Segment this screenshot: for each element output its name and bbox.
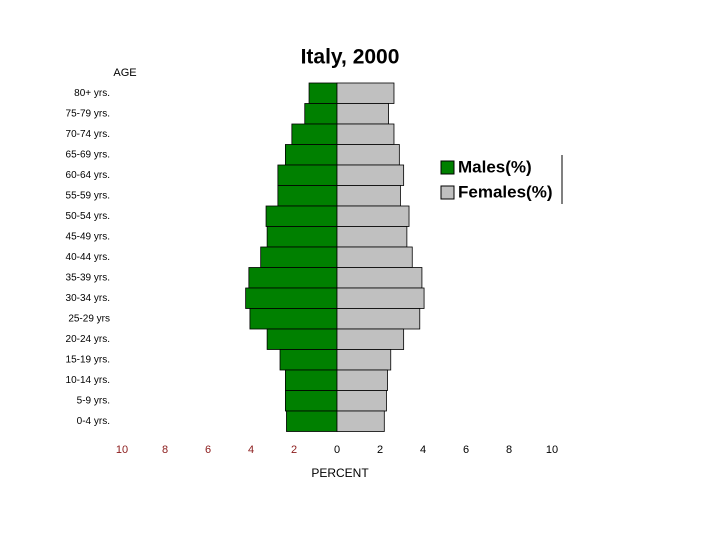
- y-tick-label: 70-74 yrs.: [66, 129, 110, 140]
- y-tick-label: 10-14 yrs.: [66, 375, 110, 386]
- bar: [277, 164, 338, 186]
- y-tick-label: 15-19 yrs.: [66, 354, 110, 365]
- y-tick-label: 0-4 yrs.: [77, 416, 110, 427]
- x-tick-label: 4: [420, 444, 426, 456]
- bar: [336, 144, 400, 166]
- y-tick-label: 50-54 yrs.: [66, 211, 110, 222]
- y-tick-label: 80+ yrs.: [74, 88, 110, 99]
- bar: [291, 123, 338, 145]
- bar: [304, 103, 338, 125]
- y-tick-label: 65-69 yrs.: [66, 149, 110, 160]
- bar: [248, 267, 338, 289]
- y-tick-label: 45-49 yrs.: [66, 231, 110, 242]
- bar: [336, 246, 413, 268]
- bar: [249, 308, 338, 330]
- x-tick-label: 8: [162, 444, 168, 456]
- x-axis-label: PERCENT: [311, 466, 369, 480]
- x-tick-label: 4: [248, 444, 254, 456]
- bar: [336, 308, 421, 330]
- bar: [336, 205, 410, 227]
- bar: [336, 287, 425, 309]
- bar: [336, 185, 401, 207]
- y-tick-label: 55-59 yrs.: [66, 190, 110, 201]
- bar: [284, 369, 338, 391]
- bar: [286, 410, 338, 432]
- bar: [336, 369, 388, 391]
- legend-label: Females(%): [458, 182, 552, 201]
- x-tick-label: 2: [291, 444, 297, 456]
- bar: [336, 410, 385, 432]
- bar: [336, 267, 423, 289]
- bar: [308, 82, 338, 104]
- bar: [336, 390, 387, 412]
- bar: [284, 390, 338, 412]
- x-tick-label: 2: [377, 444, 383, 456]
- x-tick-label: 10: [546, 444, 558, 456]
- bar: [336, 103, 389, 125]
- y-tick-label: 30-34 yrs.: [66, 293, 110, 304]
- bar: [336, 328, 405, 350]
- y-tick-label: 5-9 yrs.: [77, 395, 110, 406]
- y-tick-label: 35-39 yrs.: [66, 272, 110, 283]
- x-tick-label: 0: [334, 444, 340, 456]
- bar: [266, 328, 338, 350]
- legend-label: Males(%): [458, 157, 532, 176]
- bar: [277, 185, 338, 207]
- y-axis-label: AGE: [113, 67, 136, 79]
- legend-swatch: [440, 160, 455, 175]
- bar: [266, 226, 338, 248]
- y-tick-label: 40-44 yrs.: [66, 252, 110, 263]
- bar: [245, 287, 338, 309]
- y-tick-label: 60-64 yrs.: [66, 170, 110, 181]
- bar: [265, 205, 338, 227]
- bar: [284, 144, 338, 166]
- y-tick-label: 20-24 yrs.: [66, 334, 110, 345]
- bar: [336, 123, 395, 145]
- chart-title: Italy, 2000: [301, 46, 400, 69]
- bar: [336, 164, 405, 186]
- bar: [336, 226, 408, 248]
- x-tick-label: 6: [463, 444, 469, 456]
- legend-swatch: [440, 185, 455, 200]
- bar: [336, 82, 395, 104]
- bar: [279, 349, 338, 371]
- y-tick-label: 75-79 yrs.: [66, 108, 110, 119]
- x-tick-label: 6: [205, 444, 211, 456]
- bar: [336, 349, 392, 371]
- x-tick-label: 8: [506, 444, 512, 456]
- y-tick-label: 25-29 yrs: [68, 313, 110, 324]
- bar: [260, 246, 338, 268]
- x-tick-label: 10: [116, 444, 128, 456]
